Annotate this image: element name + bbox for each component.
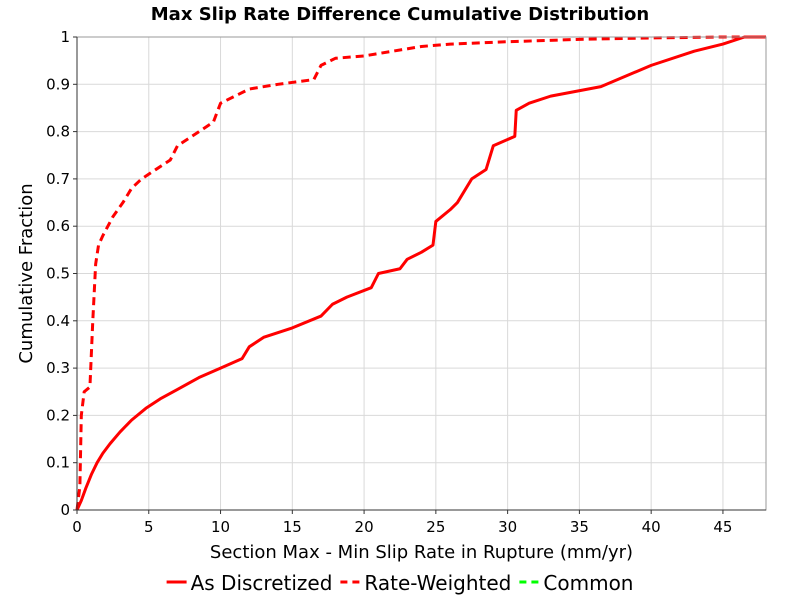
tick-labels: 0 5 10 15 20 25 30 35 40 45 0 0.1 0.2 0.3 0.4 0.5 0.6 0.7… [46,28,732,536]
x-tick-label: 10 [211,518,230,536]
x-tick-label: 40 [642,518,661,536]
x-tick-label: 15 [283,518,302,536]
x-tick-label: 0 [72,518,82,536]
y-tick-label: 0.7 [46,170,70,188]
legend-item-rate-weighted: Rate-Weighted [340,571,511,595]
x-tick-label: 45 [713,518,732,536]
legend: As Discretized Rate-Weighted Common [166,571,633,595]
series-line-as-discretized [75,35,766,511]
x-tick-label: 5 [144,518,154,536]
legend-item-common: Common [519,571,633,595]
legend-label: Rate-Weighted [364,571,511,595]
x-axis-label: Section Max - Min Slip Rate in Rupture (… [210,542,633,563]
y-tick-label: 0.6 [46,217,70,235]
x-tick-label: 30 [498,518,517,536]
x-tick-label: 20 [355,518,374,536]
series-line-rate-weighted [75,35,766,511]
y-tick-label: 0.4 [46,312,70,330]
legend-item-as-discretized: As Discretized [166,571,333,595]
y-tick-label: 1 [60,28,70,46]
y-tick-label: 0.9 [46,75,70,93]
x-tick-label: 25 [426,518,445,536]
y-tick-label: 0.3 [46,359,70,377]
y-tick-label: 0.8 [46,123,70,141]
y-axis-label: Cumulative Fraction [16,183,37,363]
series-lines [75,35,766,511]
y-tick-label: 0.1 [46,454,70,472]
y-tick-label: 0.5 [46,265,70,283]
legend-label: As Discretized [191,571,333,595]
legend-label: Common [543,571,633,595]
x-tick-label: 35 [570,518,589,536]
y-tick-label: 0.2 [46,406,70,424]
chart-title: Max Slip Rate Difference Cumulative Dist… [151,4,649,25]
y-tick-label: 0 [60,501,70,519]
